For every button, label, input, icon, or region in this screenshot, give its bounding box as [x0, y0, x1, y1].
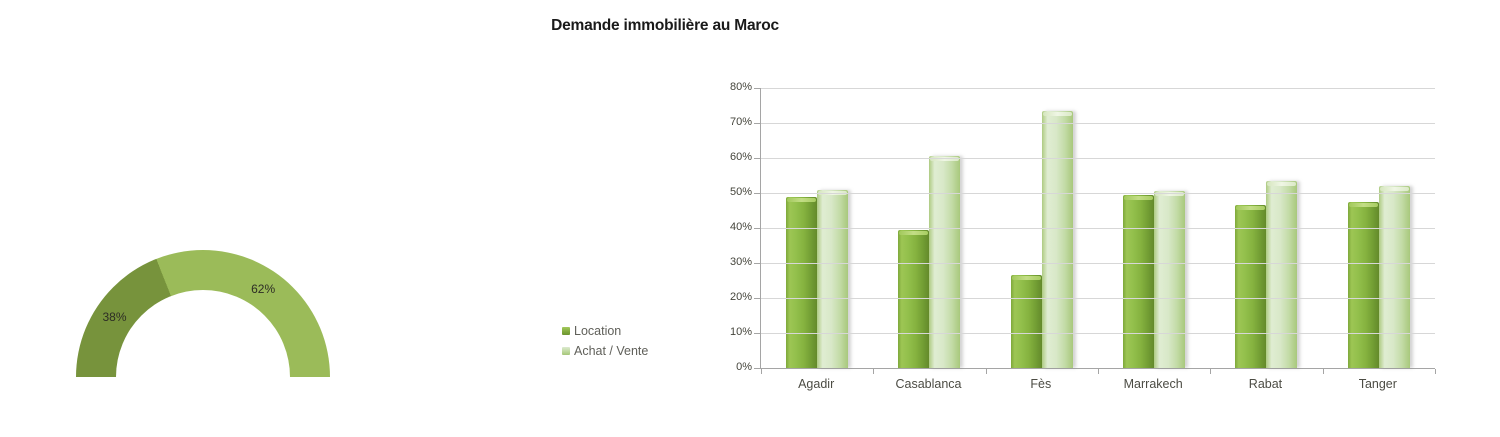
bar-achat-vente-tanger [1378, 186, 1410, 368]
gridline-80% [761, 88, 1435, 89]
bar-group-tanger [1323, 88, 1435, 368]
legend-item-achat-vente: Achat / Vente [562, 343, 649, 358]
gridline-10% [761, 333, 1435, 334]
y-tick-20% [754, 298, 761, 299]
bar-location-rabat [1235, 205, 1267, 368]
x-tick-0 [761, 369, 762, 374]
x-tick-6 [1435, 369, 1436, 374]
bar-group-marrakech [1098, 88, 1210, 368]
bar-group-f-s [986, 88, 1098, 368]
y-axis-label-50%: 50% [729, 186, 752, 198]
x-tick-2 [985, 369, 987, 374]
legend-label-achat-vente: Achat / Vente [574, 343, 649, 358]
y-tick-60% [754, 158, 761, 159]
x-axis-labels: Agadir Casablanca Fès Marrakech Rabat Tanger [760, 377, 1434, 391]
gridline-30% [761, 263, 1435, 264]
bar-plot-area [754, 88, 1436, 374]
y-axis-label-70%: 70% [729, 116, 752, 128]
bar-location-f-s [1010, 275, 1042, 368]
x-tick-5 [1322, 369, 1324, 374]
bar-groups [761, 88, 1435, 368]
x-tick-3 [1098, 369, 1099, 374]
x-axis-label-agadir: Agadir [798, 377, 835, 391]
gridline-60% [761, 158, 1435, 159]
x-axis-label-rabat: Rabat [1248, 377, 1283, 391]
bar-group-rabat [1210, 88, 1322, 368]
y-axis-label-80%: 80% [729, 81, 752, 93]
y-tick-0% [754, 368, 761, 369]
y-axis-label-20%: 20% [729, 291, 752, 303]
y-tick-30% [754, 263, 761, 264]
gridline-40% [761, 228, 1435, 229]
legend-item-location: Location [562, 323, 648, 338]
y-tick-10% [754, 333, 761, 334]
y-tick-80% [754, 88, 761, 89]
x-tick-4 [1210, 369, 1212, 374]
bar-location-agadir [786, 196, 818, 368]
y-axis-label-0%: 0% [736, 361, 752, 373]
chart-title: Demande immobilière au Maroc [551, 17, 779, 34]
bar-achat-vente-marrakech [1154, 191, 1186, 368]
bar-location-tanger [1347, 201, 1379, 368]
gridline-50% [761, 193, 1435, 194]
x-axis-label-marrakech: Marrakech [1123, 377, 1183, 391]
legend-swatch-achat-vente-icon [562, 346, 570, 355]
bar-group-agadir [761, 88, 873, 368]
bar-achat-vente-agadir [817, 189, 849, 368]
bar-achat-vente-casablanca [929, 156, 961, 368]
y-axis-label-10%: 10% [729, 326, 752, 338]
y-tick-40% [754, 228, 761, 229]
y-axis-label-30%: 30% [729, 256, 752, 268]
legend-swatch-location-icon [562, 326, 570, 335]
x-axis-label-f-s: Fès [1030, 377, 1052, 391]
gauge-chart: 38% 62% [76, 250, 330, 378]
bar-achat-vente-f-s [1041, 110, 1073, 368]
y-tick-50% [754, 193, 761, 194]
bar-location-marrakech [1123, 194, 1155, 368]
x-tick-1 [873, 369, 875, 374]
y-axis-label-60%: 60% [729, 151, 752, 163]
y-tick-70% [754, 123, 761, 124]
gridline-70% [761, 123, 1435, 124]
x-axis-label-tanger: Tanger [1358, 377, 1397, 391]
legend: Location Achat / Vente [562, 324, 648, 364]
bar-achat-vente-rabat [1266, 180, 1298, 368]
gauge-slice-label-achat-vente: 62% [251, 281, 276, 296]
gridline-20% [761, 298, 1435, 299]
y-axis-labels: 0% 10% 20% 30% 40% 50% 60% 70% 80% [690, 81, 752, 373]
x-axis-label-casablanca: Casablanca [895, 377, 962, 391]
legend-label-location: Location [574, 323, 622, 338]
y-axis-label-40%: 40% [729, 221, 752, 233]
gauge-slice-label-location: 38% [102, 309, 127, 324]
